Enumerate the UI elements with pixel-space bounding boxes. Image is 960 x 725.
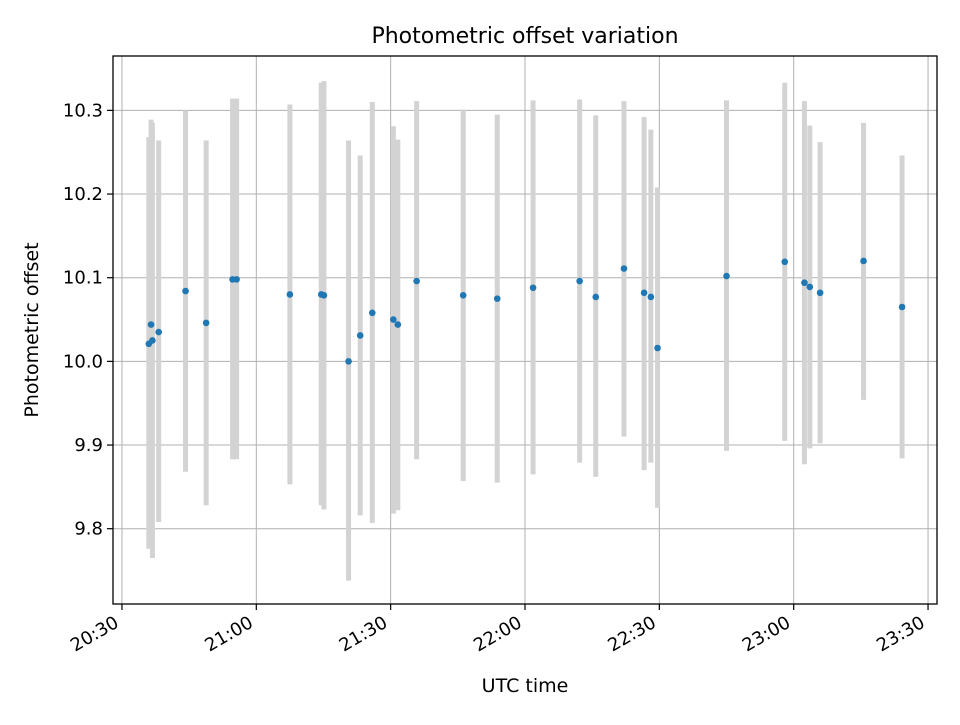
data-point <box>459 291 467 299</box>
y-tick-label: 9.8 <box>74 519 103 540</box>
data-point <box>390 316 397 323</box>
chart-title: Photometric offset variation <box>371 24 678 49</box>
data-point <box>781 258 789 266</box>
data-point <box>654 344 661 352</box>
data-point <box>816 289 824 297</box>
data-point <box>493 295 501 302</box>
data-point <box>320 291 328 299</box>
data-point <box>647 293 655 301</box>
data-point <box>620 265 628 272</box>
data-point <box>345 358 352 365</box>
y-tick-label: 10.3 <box>63 100 103 121</box>
y-axis-label: Photometric offset <box>21 242 43 417</box>
data-point <box>155 328 162 336</box>
data-point <box>368 309 376 317</box>
data-point <box>898 303 906 311</box>
data-point <box>394 321 402 328</box>
data-points <box>145 257 906 365</box>
data-point <box>723 272 730 280</box>
data-point <box>233 276 240 283</box>
data-point <box>576 277 583 285</box>
data-point <box>801 279 808 287</box>
y-tick-label: 10.0 <box>63 351 103 372</box>
data-point <box>286 291 294 298</box>
data-point <box>640 289 648 297</box>
data-point <box>806 283 814 291</box>
y-tick-label: 10.2 <box>63 184 103 205</box>
data-point <box>529 284 537 292</box>
data-point <box>860 257 867 265</box>
data-point <box>592 293 600 301</box>
y-tick-label: 10.1 <box>63 268 103 289</box>
data-point <box>356 332 364 339</box>
data-point <box>147 321 155 328</box>
y-axis-ticks: 9.8 9.9 10.0 10.1 10.2 10.3 <box>63 100 113 540</box>
data-point <box>413 277 420 285</box>
x-axis-label: UTC time <box>482 675 569 697</box>
data-point <box>149 337 156 344</box>
data-point <box>202 319 210 327</box>
data-point <box>182 287 189 295</box>
y-tick-label: 9.9 <box>74 435 103 456</box>
